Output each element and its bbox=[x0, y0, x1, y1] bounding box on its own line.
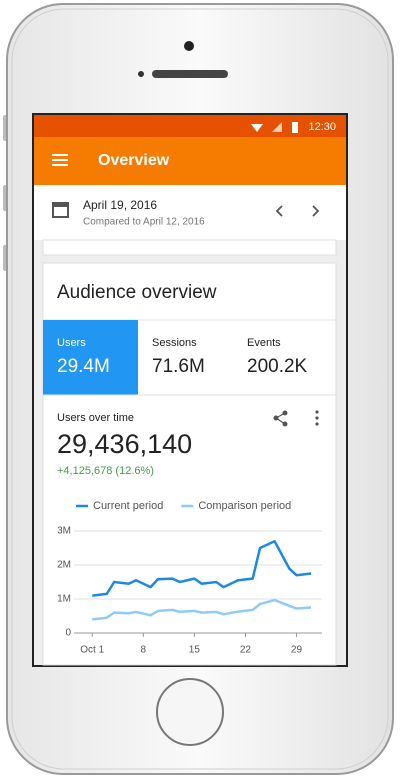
app-bar bbox=[34, 137, 346, 185]
date-bar[interactable] bbox=[34, 185, 346, 240]
metric-label: Users bbox=[57, 337, 86, 349]
compared-date: Compared to April 12, 2016 bbox=[83, 217, 205, 228]
y-tick-label: 1M bbox=[57, 594, 71, 605]
change: +4,125,678 (12.6%) bbox=[57, 465, 154, 477]
calendar-icon bbox=[52, 202, 69, 218]
home-button[interactable] bbox=[156, 678, 224, 746]
battery-icon bbox=[292, 122, 298, 133]
y-tick-label: 2M bbox=[57, 560, 71, 571]
section-title: Users over time bbox=[57, 412, 134, 424]
more-icon[interactable] bbox=[315, 410, 319, 426]
metric-value: 200.2K bbox=[247, 356, 308, 377]
status-bar bbox=[34, 115, 346, 137]
x-tick-label: 15 bbox=[189, 645, 201, 656]
card-sliver bbox=[42, 239, 337, 256]
x-tick-label: 29 bbox=[291, 645, 303, 656]
metric-label: Events bbox=[247, 337, 281, 349]
x-tick-label: Oct 1 bbox=[80, 645, 104, 656]
date: April 19, 2016 bbox=[83, 198, 157, 212]
series-line bbox=[92, 598, 312, 621]
metric-value: 29.4M bbox=[57, 356, 110, 377]
legend-label: Current period bbox=[93, 500, 163, 512]
share-icon[interactable] bbox=[273, 410, 288, 427]
phone-edge bbox=[11, 8, 389, 770]
next-button[interactable] bbox=[312, 205, 320, 217]
menu-icon[interactable] bbox=[52, 154, 68, 166]
series-line bbox=[92, 539, 312, 597]
total-users: 29,436,140 bbox=[57, 429, 192, 459]
selected-tab[interactable] bbox=[43, 320, 138, 395]
x-tick-label: 22 bbox=[240, 645, 252, 656]
x-tick-label: 8 bbox=[141, 645, 147, 656]
sensor bbox=[138, 71, 144, 77]
speaker bbox=[152, 70, 228, 78]
camera bbox=[184, 41, 194, 51]
wifi-icon bbox=[251, 124, 263, 132]
metric-value: 71.6M bbox=[152, 356, 205, 377]
card-title: Audience overview bbox=[57, 282, 217, 303]
previous-button[interactable] bbox=[275, 205, 283, 217]
y-tick-label: 0 bbox=[65, 628, 71, 639]
metric-label: Sessions bbox=[152, 337, 197, 349]
status-time: 12:30 bbox=[308, 121, 336, 133]
y-tick-label: 3M bbox=[57, 526, 71, 537]
legend-label: Comparison period bbox=[198, 500, 291, 512]
app-title: Overview bbox=[98, 152, 170, 169]
signal-icon bbox=[272, 122, 282, 132]
